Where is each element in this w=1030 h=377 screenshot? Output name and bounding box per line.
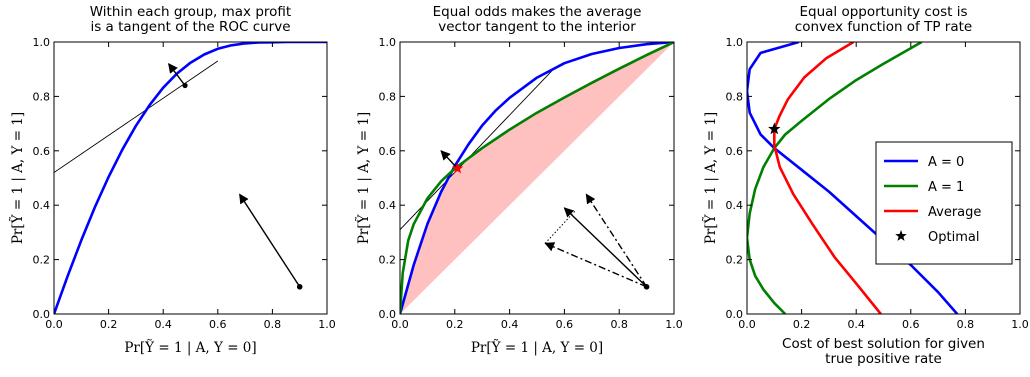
y-tick-label: 0.8 bbox=[33, 90, 51, 103]
y-tick-label: 0.0 bbox=[726, 308, 744, 321]
y-tick-label: 1.0 bbox=[379, 36, 397, 49]
x-tick-label: 0.6 bbox=[209, 318, 227, 331]
arrow-1 bbox=[440, 150, 459, 169]
x-tick-label: 0.4 bbox=[501, 318, 519, 331]
chart-title-line-2: convex function of TP rate bbox=[795, 19, 972, 35]
x-tick-label: 0.4 bbox=[847, 318, 865, 331]
y-tick-label: 0.2 bbox=[33, 254, 51, 267]
y-tick-label: 0.6 bbox=[726, 145, 744, 158]
optimal-star bbox=[768, 122, 781, 135]
arrow-2 bbox=[239, 193, 301, 288]
chart-title-line-2: vector tangent to the interior bbox=[438, 19, 636, 35]
y-tick-label: 1.0 bbox=[33, 36, 51, 49]
arrow-1 bbox=[168, 62, 186, 86]
x-tick-label: 0.8 bbox=[264, 318, 282, 331]
x-tick-label: 1.0 bbox=[1011, 318, 1029, 331]
plot-frame bbox=[746, 41, 1021, 315]
arrow-4 bbox=[544, 242, 647, 288]
shaded-region bbox=[400, 42, 674, 314]
legend-box bbox=[875, 141, 1013, 265]
x-tick-label: 0.4 bbox=[154, 318, 172, 331]
legend-star-icon bbox=[895, 230, 907, 241]
y-tick-label: 0.6 bbox=[379, 145, 397, 158]
x-axis-label: Pr[Ỹ = 1 | A, Y = 0] bbox=[471, 340, 603, 356]
y-tick-label: 0.6 bbox=[33, 145, 51, 158]
y-tick-label: 0.8 bbox=[379, 90, 397, 103]
y-axis-label: Pr[Ỹ = 1 | A, Y = 1] bbox=[703, 112, 719, 244]
arrow-2 bbox=[563, 207, 648, 288]
legend: A = 0 A = 1 Average Optimal bbox=[875, 141, 1013, 265]
legend-label-2: A = 1 bbox=[928, 180, 964, 195]
arrow-3 bbox=[585, 193, 648, 288]
series-line-1 bbox=[54, 42, 327, 314]
y-tick-label: 1.0 bbox=[726, 36, 744, 49]
y-axis-label: Pr[Ỹ = 1 | A, Y = 1] bbox=[10, 112, 26, 244]
x-tick-label: 0.0 bbox=[45, 318, 63, 331]
series-line-1 bbox=[400, 42, 674, 314]
legend-label-3: Average bbox=[928, 205, 981, 220]
chart-panel-2: 0.0 0.2 0.4 0.6 0.8 1.0 0.0 0.2 0.4 0.6 0.8 1.0 Equa… bbox=[356, 4, 683, 356]
y-tick-label: 0.4 bbox=[33, 199, 51, 212]
x-tick-label: 0.6 bbox=[556, 318, 574, 331]
y-tick-label: 0.4 bbox=[379, 199, 397, 212]
y-tick-label: 0.8 bbox=[726, 90, 744, 103]
chart-panel-1: 0.0 0.2 0.4 0.6 0.8 1.0 0.0 0.2 0.4 0.6 0.8 1.0 With… bbox=[10, 4, 336, 356]
plot-area bbox=[400, 42, 674, 314]
series-line-2 bbox=[747, 42, 923, 314]
y-axis-label: Pr[Ỹ = 1 | A, Y = 1] bbox=[356, 112, 372, 244]
x-tick-label: 0.0 bbox=[738, 318, 756, 331]
x-tick-label: 1.0 bbox=[665, 318, 683, 331]
x-tick-label: 0.8 bbox=[957, 318, 975, 331]
x-tick-label: 0.2 bbox=[793, 318, 811, 331]
y-tick-label: 0.2 bbox=[379, 254, 397, 267]
tangent-point bbox=[182, 82, 188, 89]
y-tick-label: 0.2 bbox=[726, 254, 744, 267]
y-tick-label: 0.0 bbox=[379, 308, 397, 321]
x-tick-label: 0.6 bbox=[902, 318, 920, 331]
legend-label-1: A = 0 bbox=[928, 155, 964, 170]
arrow-origin-dot bbox=[643, 284, 650, 290]
arrow-origin-dot bbox=[296, 284, 303, 290]
chart-title-line-2: is a tangent of the ROC curve bbox=[90, 19, 290, 35]
x-tick-label: 0.8 bbox=[610, 318, 628, 331]
x-axis-label-line-1: Cost of best solution for given bbox=[782, 336, 985, 352]
plot-frame bbox=[399, 41, 675, 315]
chart-title-line-1: Equal odds makes the average bbox=[433, 4, 642, 20]
series-line-2 bbox=[400, 42, 674, 314]
x-tick-label: 1.0 bbox=[318, 318, 336, 331]
legend-label-optimal: Optimal bbox=[928, 230, 979, 245]
x-tick-label: 0.2 bbox=[446, 318, 464, 331]
plot-frame bbox=[53, 41, 328, 315]
chart-title-line-1: Within each group, max profit bbox=[90, 4, 291, 20]
x-axis-label-line-2: true positive rate bbox=[825, 351, 942, 367]
x-tick-label: 0.2 bbox=[100, 318, 118, 331]
x-tick-label: 0.0 bbox=[391, 318, 409, 331]
dotted-connector bbox=[544, 210, 576, 244]
y-tick-label: 0.4 bbox=[726, 199, 744, 212]
tangent-point-star bbox=[451, 162, 464, 174]
tangent-line bbox=[54, 60, 219, 173]
x-axis-label: Pr[Ỹ = 1 | A, Y = 0] bbox=[124, 340, 256, 356]
y-tick-label: 0.0 bbox=[33, 308, 51, 321]
chart-title-line-1: Equal opportunity cost is bbox=[800, 4, 968, 20]
series-line-3 bbox=[772, 42, 882, 314]
plot-area bbox=[747, 42, 959, 314]
plot-area bbox=[54, 42, 327, 314]
chart-panel-3: 0.0 0.2 0.4 0.6 0.8 1.0 0.0 0.2 0.4 0.6 0.8 1.0 Equa… bbox=[703, 4, 1029, 367]
